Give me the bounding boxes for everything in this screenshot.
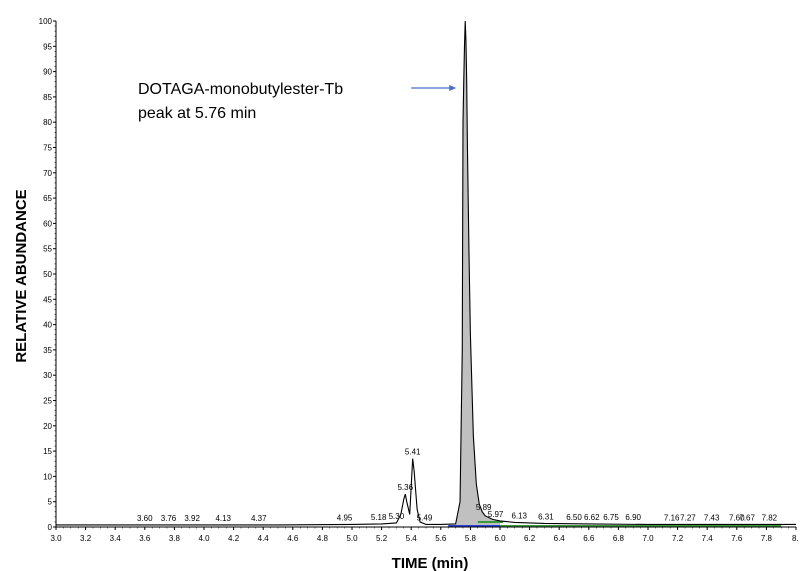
peak-label: 5.18 [371,513,387,522]
y-tick-label: 100 [39,17,53,26]
series-line [56,20,796,526]
annotation-arrowhead [449,85,457,91]
peak-label: 7.82 [762,513,778,522]
x-tick-label: 4.6 [287,534,299,543]
peak-label: 7.60 [729,513,745,522]
y-tick-label: 95 [43,42,52,51]
peak-annotation: DOTAGA-monobutylester-Tb peak at 5.76 mi… [138,81,343,122]
x-axis-title: TIME (min) [392,555,469,571]
axes: 0 5 10 15 20 25 30 35 40 45 50 55 60 65 70 75 80 85 90 95 10… [39,17,799,543]
annotation-line-1: DOTAGA-monobutylester-Tb [138,81,343,98]
x-tick-label: 3.8 [169,534,181,543]
peak-label: 6.31 [538,512,554,521]
x-tick-label: 3.2 [80,534,92,543]
y-tick-label: 25 [43,397,52,406]
x-tick-label: 6.4 [554,534,566,543]
x-tick-label: 4.4 [258,534,270,543]
peak-label: 6.62 [584,513,600,522]
y-tick-label: 65 [43,194,52,203]
x-tick-label: 5.8 [465,534,477,543]
peak-label: 5.36 [397,483,413,492]
peak-label: 5.30 [389,512,405,521]
y-tick-label: 0 [48,523,53,532]
peak-label: 3.60 [137,514,153,523]
x-tick-label: 7.2 [672,534,684,543]
x-tick-label: 5.0 [346,534,358,543]
x-tick-label: 6.2 [524,534,536,543]
x-tick-label: 4.8 [317,534,329,543]
peak-label: 7.27 [680,513,696,522]
peak-label: 3.76 [161,514,177,523]
y-tick-label: 70 [43,169,52,178]
y-tick-label: 30 [43,371,52,380]
x-tick-label: 6.0 [494,534,506,543]
y-tick-label: 35 [43,346,52,355]
peak-label: 7.16 [664,513,680,522]
x-tick-label: 5.6 [435,534,447,543]
y-axis-title: RELATIVE ABUNDANCE [13,189,30,362]
y-tick-label: 50 [43,270,52,279]
peak-label: 6.90 [625,513,641,522]
peak-label: 6.13 [511,511,527,520]
x-tick-label: 7.4 [702,534,714,543]
y-tick-label: 15 [43,447,52,456]
x-tick-label: 4.0 [198,534,210,543]
peak-label: 7.43 [704,513,720,522]
x-tick-label: 4.2 [228,534,240,543]
y-tick-label: 10 [43,472,52,481]
x-tick-label: 7.0 [642,534,654,543]
y-tick-label: 20 [43,422,52,431]
peak-label: 6.50 [566,513,582,522]
annotation-line-2: peak at 5.76 min [138,105,256,122]
y-tick-label: 40 [43,321,52,330]
x-tick-label: 3.4 [110,534,122,543]
x-tick-label: 3.6 [139,534,151,543]
peak-label: 5.41 [405,448,421,457]
x-tick-label: 8. [792,534,799,543]
x-tick-label: 5.2 [376,534,388,543]
x-tick-label: 7.8 [761,534,773,543]
y-tick-label: 75 [43,144,52,153]
peak-label: 7.67 [739,513,755,522]
y-tick-label: 60 [43,219,52,228]
y-tick-label: 85 [43,93,52,102]
peak-label: 4.37 [251,514,267,523]
peak-label: 5.49 [417,513,433,522]
main-peak-fill [455,21,500,527]
peak-label: 5.89 [476,503,492,512]
y-tick-label: 80 [43,118,52,127]
y-tick-label: 90 [43,68,52,77]
y-tick-label: 45 [43,295,52,304]
y-tick-label: 55 [43,245,52,254]
peak-label: 3.92 [184,514,200,523]
x-tick-label: 6.6 [583,534,595,543]
peak-label: 4.95 [337,513,353,522]
x-tick-label: 6.8 [613,534,625,543]
peak-label: 4.13 [215,514,231,523]
peak-label: 6.75 [603,513,619,522]
x-tick-label: 5.4 [406,534,418,543]
x-tick-label: 7.6 [731,534,743,543]
y-tick-label: 5 [48,498,53,507]
peak-label: 5.97 [488,510,504,519]
x-tick-label: 3.0 [50,534,62,543]
plot-area: 3.60 3.76 3.92 4.13 4.37 4.95 5.18 5.30 5.36 5.41… [56,20,796,527]
